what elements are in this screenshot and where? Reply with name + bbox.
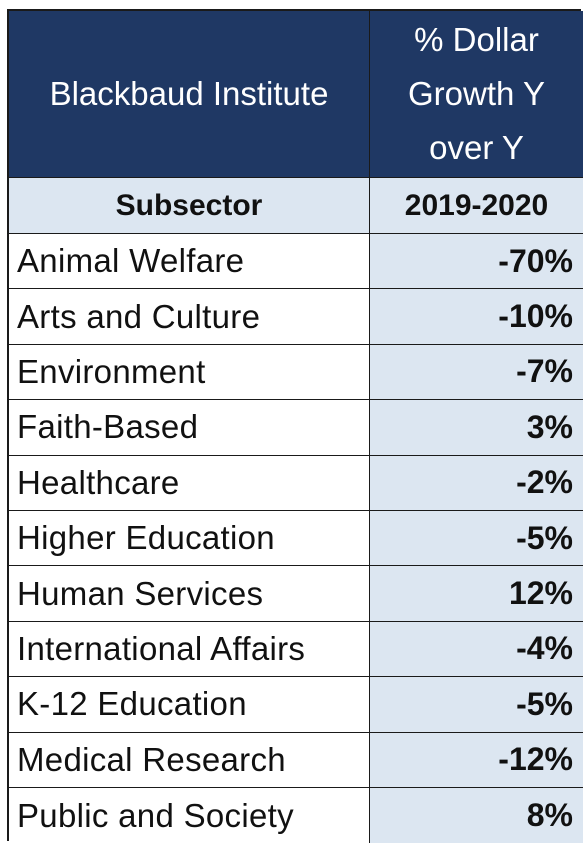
column-header-period: 2019-2020 <box>370 178 583 234</box>
header-source-label: Blackbaud Institute <box>49 75 329 112</box>
table-row-subsector: Medical Research <box>9 732 370 788</box>
column-header-period-label: 2019-2020 <box>404 188 549 222</box>
table-row-subsector: Animal Welfare <box>9 234 370 290</box>
table-row-value: -12% <box>370 732 583 788</box>
table-row-value: -5% <box>370 510 583 567</box>
column-header-subsector: Subsector <box>9 178 370 234</box>
table-row-subsector: K-12 Education <box>9 677 370 733</box>
table-row-subsector: Human Services <box>9 566 370 622</box>
header-source-cell: Blackbaud Institute <box>9 11 370 178</box>
table-row-value: -70% <box>370 234 583 290</box>
header-metric-label: % Dollar Growth Y over Y <box>408 21 545 166</box>
table-row-subsector: Public and Society <box>9 787 370 844</box>
column-header-subsector-label: Subsector <box>115 188 263 222</box>
table-row-subsector: Faith-Based <box>9 400 370 456</box>
table-row-value: -4% <box>370 621 583 678</box>
table-row-subsector: Arts and Culture <box>9 289 370 345</box>
table-row-value: 3% <box>370 400 583 456</box>
table-row-value: 12% <box>370 566 583 622</box>
table-row-subsector: Healthcare <box>9 455 370 511</box>
table-row-value: -5% <box>370 677 583 733</box>
table-row-value: -2% <box>370 455 583 511</box>
growth-table: Blackbaud Institute % Dollar Growth Y ov… <box>7 9 583 844</box>
table-row-subsector: International Affairs <box>9 621 370 678</box>
table-row-subsector: Environment <box>9 344 370 401</box>
table-row-value: -10% <box>370 289 583 345</box>
table-row-value: 8% <box>370 787 583 844</box>
header-metric-cell: % Dollar Growth Y over Y <box>370 11 583 178</box>
table-row-value: -7% <box>370 344 583 401</box>
table-row-subsector: Higher Education <box>9 510 370 567</box>
